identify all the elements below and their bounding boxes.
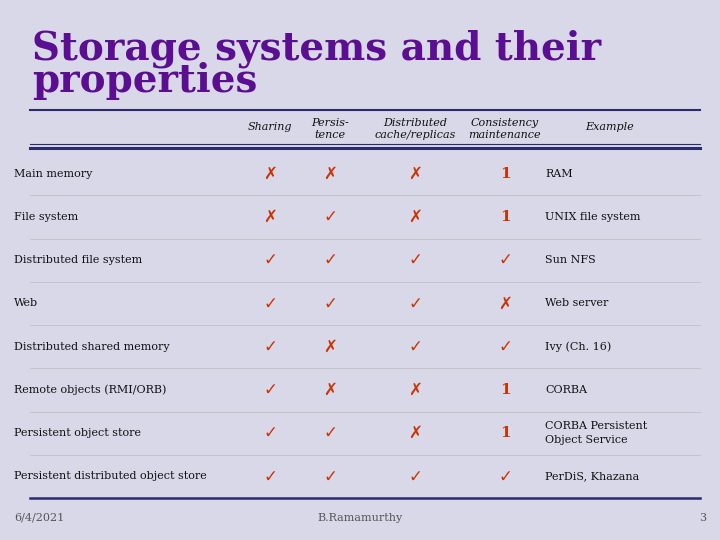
Text: CORBA Persistent: CORBA Persistent bbox=[545, 421, 647, 431]
Text: Main memory: Main memory bbox=[14, 168, 92, 179]
Text: maintenance: maintenance bbox=[469, 130, 541, 140]
Text: PerDiS, Khazana: PerDiS, Khazana bbox=[545, 471, 639, 481]
Text: ✓: ✓ bbox=[323, 468, 337, 485]
Text: ✓: ✓ bbox=[323, 294, 337, 312]
Text: 6/4/2021: 6/4/2021 bbox=[14, 513, 64, 523]
Text: ✓: ✓ bbox=[263, 424, 277, 442]
Text: Sun NFS: Sun NFS bbox=[545, 255, 595, 265]
Text: Consistency: Consistency bbox=[471, 118, 539, 128]
Text: ✓: ✓ bbox=[408, 294, 422, 312]
Text: ✗: ✗ bbox=[408, 208, 422, 226]
Text: 1: 1 bbox=[500, 167, 510, 180]
Text: 1: 1 bbox=[500, 210, 510, 224]
Text: ✗: ✗ bbox=[323, 381, 337, 399]
Text: Remote objects (RMI/ORB): Remote objects (RMI/ORB) bbox=[14, 384, 166, 395]
Text: ✗: ✗ bbox=[498, 294, 512, 312]
Text: ✓: ✓ bbox=[263, 381, 277, 399]
Text: ✓: ✓ bbox=[408, 338, 422, 356]
Text: File system: File system bbox=[14, 212, 78, 222]
Text: Ivy (Ch. 16): Ivy (Ch. 16) bbox=[545, 341, 611, 352]
Text: ✓: ✓ bbox=[263, 338, 277, 356]
Text: Storage systems and their: Storage systems and their bbox=[32, 30, 601, 69]
Text: Distributed file system: Distributed file system bbox=[14, 255, 143, 265]
Text: 1: 1 bbox=[500, 426, 510, 440]
Text: ✗: ✗ bbox=[263, 165, 277, 183]
Text: cache/replicas: cache/replicas bbox=[374, 130, 456, 140]
Text: Web: Web bbox=[14, 299, 38, 308]
Text: ✗: ✗ bbox=[263, 208, 277, 226]
Text: Web server: Web server bbox=[545, 299, 608, 308]
Text: ✗: ✗ bbox=[323, 338, 337, 356]
Text: ✓: ✓ bbox=[323, 208, 337, 226]
Text: UNIX file system: UNIX file system bbox=[545, 212, 641, 222]
Text: Persistent object store: Persistent object store bbox=[14, 428, 141, 438]
Text: ✓: ✓ bbox=[323, 424, 337, 442]
Text: ✓: ✓ bbox=[498, 251, 512, 269]
Text: Object Service: Object Service bbox=[545, 435, 628, 445]
Text: ✓: ✓ bbox=[263, 251, 277, 269]
Text: ✓: ✓ bbox=[408, 251, 422, 269]
Text: ✓: ✓ bbox=[323, 251, 337, 269]
Text: ✗: ✗ bbox=[408, 381, 422, 399]
Text: Distributed: Distributed bbox=[383, 118, 447, 128]
Text: ✗: ✗ bbox=[408, 165, 422, 183]
Text: Distributed shared memory: Distributed shared memory bbox=[14, 342, 170, 352]
Text: RAM: RAM bbox=[545, 168, 572, 179]
Text: ✓: ✓ bbox=[263, 294, 277, 312]
Text: ✓: ✓ bbox=[263, 468, 277, 485]
Text: ✓: ✓ bbox=[498, 338, 512, 356]
Text: CORBA: CORBA bbox=[545, 385, 587, 395]
Text: 1: 1 bbox=[500, 383, 510, 397]
Text: Example: Example bbox=[585, 122, 634, 132]
Text: tence: tence bbox=[315, 130, 346, 140]
Text: ✗: ✗ bbox=[408, 424, 422, 442]
Text: B.Ramamurthy: B.Ramamurthy bbox=[318, 513, 402, 523]
Text: Persis-: Persis- bbox=[311, 118, 349, 128]
Text: Sharing: Sharing bbox=[248, 122, 292, 132]
Text: ✓: ✓ bbox=[498, 468, 512, 485]
Text: properties: properties bbox=[32, 62, 257, 100]
Text: ✓: ✓ bbox=[408, 468, 422, 485]
Text: ✗: ✗ bbox=[323, 165, 337, 183]
Text: Persistent distributed object store: Persistent distributed object store bbox=[14, 471, 207, 481]
Text: 3: 3 bbox=[699, 513, 706, 523]
